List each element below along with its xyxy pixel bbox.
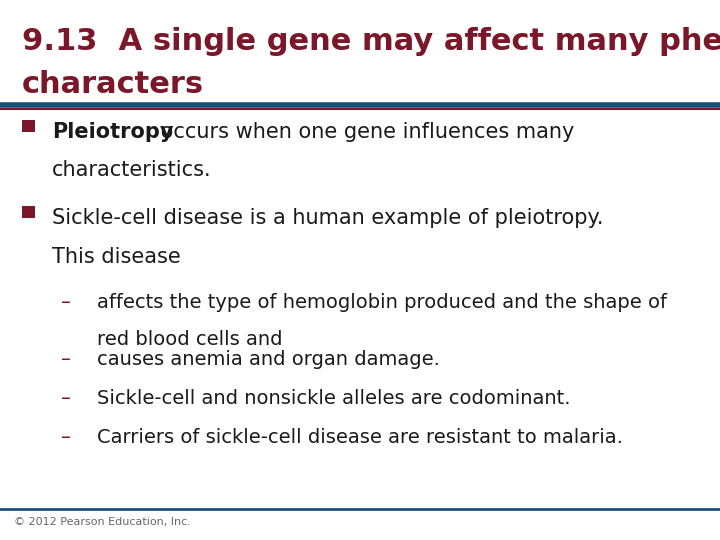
Text: 9.13  A single gene may affect many phenotypic: 9.13 A single gene may affect many pheno… [22, 27, 720, 56]
Text: characteristics.: characteristics. [52, 160, 212, 180]
Text: –: – [61, 428, 71, 447]
Text: This disease: This disease [52, 247, 181, 267]
Text: Sickle-cell disease is a human example of pleiotropy.: Sickle-cell disease is a human example o… [52, 208, 603, 228]
Text: –: – [61, 350, 71, 369]
FancyBboxPatch shape [22, 206, 35, 218]
Text: Sickle-cell and nonsickle alleles are codominant.: Sickle-cell and nonsickle alleles are co… [97, 389, 571, 408]
Text: red blood cells and: red blood cells and [97, 330, 283, 349]
Text: causes anemia and organ damage.: causes anemia and organ damage. [97, 350, 440, 369]
Text: © 2012 Pearson Education, Inc.: © 2012 Pearson Education, Inc. [14, 517, 192, 528]
Text: occurs when one gene influences many: occurs when one gene influences many [154, 122, 575, 141]
Text: Carriers of sickle-cell disease are resistant to malaria.: Carriers of sickle-cell disease are resi… [97, 428, 623, 447]
FancyBboxPatch shape [22, 120, 35, 132]
Text: characters: characters [22, 70, 204, 99]
Text: –: – [61, 293, 71, 312]
Text: Pleiotropy: Pleiotropy [52, 122, 174, 141]
Text: –: – [61, 389, 71, 408]
Text: affects the type of hemoglobin produced and the shape of: affects the type of hemoglobin produced … [97, 293, 667, 312]
